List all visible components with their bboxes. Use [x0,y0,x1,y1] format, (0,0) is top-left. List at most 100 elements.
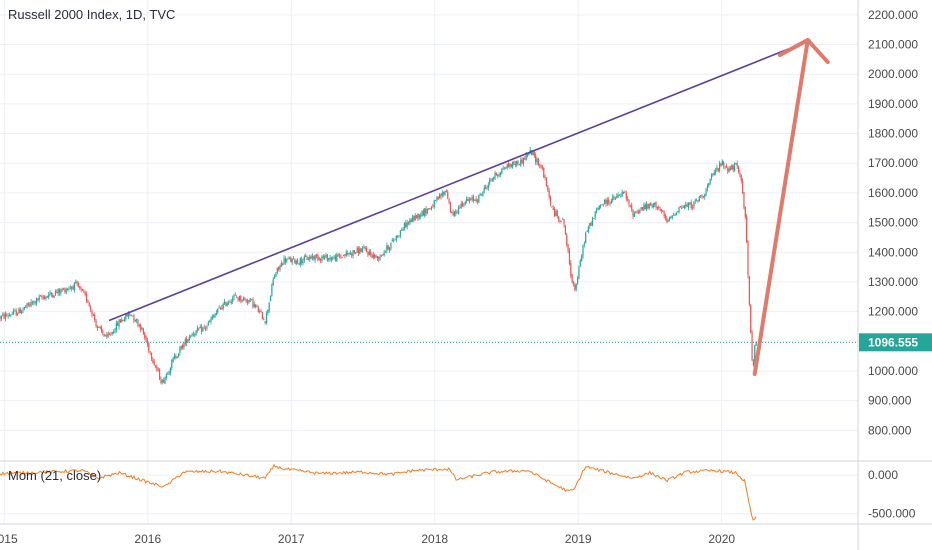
candle-body [237,297,239,300]
candle-body [706,185,709,189]
candle-body [521,159,523,163]
candle-body [637,211,640,213]
candle-body [472,196,475,202]
candle-body [663,211,665,216]
candle-body [206,326,208,329]
candle-body [724,166,726,167]
candle-body [202,327,204,331]
candle-body [130,314,132,316]
candle-body [218,307,220,309]
candle-body [513,160,515,166]
candle-body [627,198,629,200]
arrow-head [777,38,830,65]
candle-body [448,199,450,203]
y-tick-label: 1300.000 [868,275,918,289]
candle-body [338,255,341,257]
candle-body [485,187,487,189]
candle-body [460,203,462,208]
candle-body [702,196,704,198]
candle-body [313,256,315,259]
candle-body [37,298,39,301]
candle-body [8,315,11,317]
candle-body [489,179,491,184]
candle-body [340,255,342,257]
candle-body [479,193,481,195]
candle-body [163,380,165,383]
candle-body [502,168,504,170]
candle-body [92,315,94,316]
candle-body [3,313,5,319]
candle-body [528,153,530,156]
candle-body [324,256,326,259]
candle-body [4,313,7,319]
candle-body [261,312,264,319]
candle-body [708,183,710,186]
candle-body [269,295,272,302]
candle-body [388,247,391,251]
candle-body [133,315,135,321]
candle-body [129,313,131,315]
candle-body [234,294,236,296]
candle-body [526,154,529,157]
y-tick-label: 1000.000 [868,364,918,378]
candle-body [705,188,707,195]
candle-body [656,206,658,209]
y-tick-label: 900.000 [868,394,912,408]
candle-body [176,356,178,358]
y-tick-label: 2000.000 [868,67,918,81]
y-tick-label: 1500.000 [868,216,918,230]
candle-body [347,253,349,255]
candle-body [736,163,738,167]
candle-body [452,212,454,216]
candle-body [253,304,255,308]
candle-body [317,255,319,260]
candle-body [613,197,615,199]
candle-body [475,198,477,202]
candle-body [694,200,696,202]
candle-body [747,240,749,276]
candle-body [401,229,403,231]
candle-body [311,256,314,259]
candle-body [735,163,737,165]
candle-body [555,211,557,217]
candle-body [175,355,177,358]
candle-body [509,164,511,167]
candle-body [107,333,109,336]
candle-body [418,214,420,218]
candle-body [83,291,85,293]
candle-body [284,258,287,263]
candle-body [654,202,656,205]
candle-body [192,334,195,336]
candle-body [259,311,261,313]
candle-body [23,306,25,309]
candle-body [471,197,473,200]
candle-body [559,220,561,222]
candle-body [681,207,683,209]
candle-body [729,168,732,171]
candle-body [368,251,370,256]
candle-body [717,168,719,171]
candle-body [543,168,545,178]
candle-body [241,300,243,302]
candle-body [391,239,393,242]
candle-body [77,283,80,288]
candle-body [248,300,250,303]
candle-body [567,244,569,252]
candle-body [571,274,573,283]
candle-body [221,307,223,310]
candle-body [685,204,687,207]
candle-body [697,200,699,202]
candle-body [345,252,347,256]
candle-body [154,365,157,367]
candle-body [648,203,650,209]
candle-body [395,235,397,240]
candle-body [582,245,584,257]
candle-body [614,198,617,200]
candle-body [393,240,395,242]
candle-body [349,252,351,255]
candle-body [131,315,134,317]
candle-body [95,320,97,327]
candle-body [599,204,602,207]
candle-body [466,198,468,202]
candle-body [476,200,479,203]
